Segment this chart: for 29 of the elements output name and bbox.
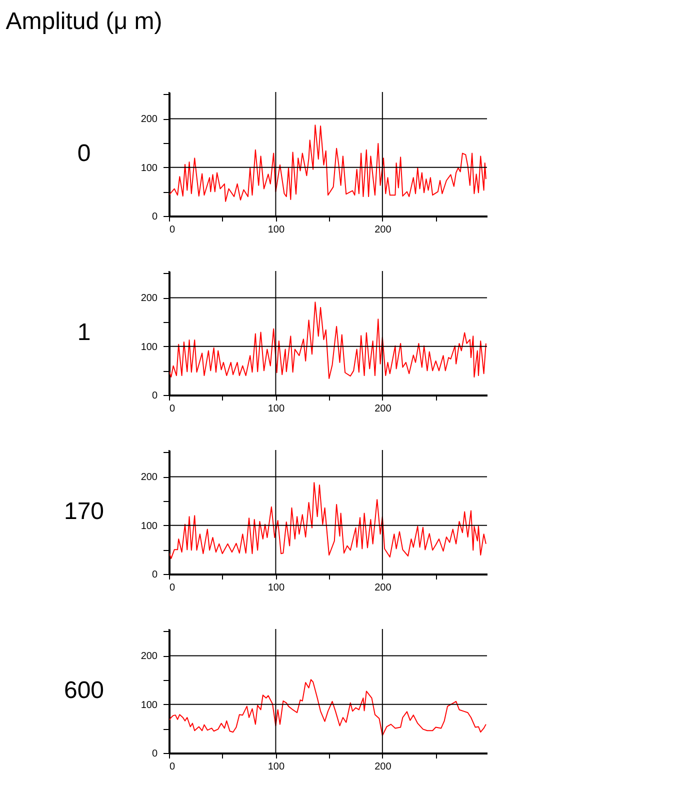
y-tick-label: 200 [140,293,158,304]
x-tick-label: 0 [170,224,176,236]
x-tick-label: 200 [374,582,392,594]
y-tick-label: 0 [152,570,158,580]
x-tick-label: 0 [170,404,176,414]
text: 0 [77,140,91,167]
y-tick-label: 100 [140,162,158,174]
text: 170 [64,498,104,525]
x-tick-label: 100 [268,582,285,594]
y-tick-label: 0 [152,748,158,760]
text: 600 [64,677,104,704]
y-tick-label: 0 [152,212,158,222]
y-tick-label: 100 [140,342,158,353]
x-tick-label: 200 [374,404,392,414]
y-tick-label: 200 [140,114,158,126]
y-tick-label: 200 [140,472,158,484]
text: Amplitud (μ m) [6,8,162,35]
x-tick-label: 200 [374,224,392,236]
x-tick-label: 100 [268,762,285,772]
x-tick-label: 0 [170,762,176,772]
y-tick-label: 100 [140,520,158,532]
y-tick-label: 100 [140,700,158,711]
text: 1 [77,319,91,346]
x-tick-label: 0 [170,582,176,594]
y-tick-label: 200 [140,651,158,662]
x-tick-label: 100 [268,404,285,414]
y-tick-label: 0 [152,390,158,402]
x-tick-label: 100 [268,224,285,236]
x-tick-label: 200 [374,762,392,772]
